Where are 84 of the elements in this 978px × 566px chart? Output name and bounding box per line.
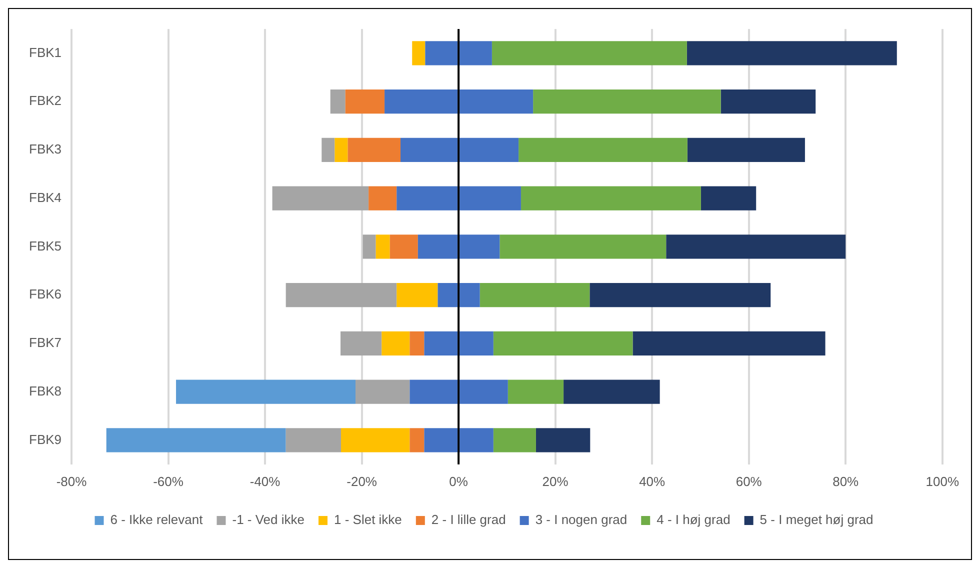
bar (410, 331, 424, 356)
bar (520, 186, 701, 210)
bar (418, 234, 458, 259)
bar (330, 89, 346, 114)
bar (424, 428, 458, 452)
bar (564, 380, 660, 404)
x-tick-label: 20% (542, 474, 569, 489)
bar (536, 428, 590, 452)
bar (368, 186, 397, 210)
bar (382, 331, 410, 356)
legend-label: 5 - I meget høj grad (760, 512, 874, 528)
bar (493, 331, 633, 356)
bar (340, 331, 382, 356)
bar (376, 234, 390, 259)
y-tick-label: FBK9 (28, 432, 62, 447)
bar (460, 380, 508, 404)
x-tick-label: -80% (56, 474, 88, 489)
bar (334, 138, 348, 162)
bar (322, 138, 335, 162)
bar (362, 234, 376, 259)
bar (590, 282, 771, 308)
bar (425, 41, 458, 66)
legend-label: 6 - Ikke relevant (110, 512, 204, 528)
y-tick-label: FBK6 (28, 286, 62, 302)
y-tick-label: FBK8 (28, 383, 62, 398)
bar (686, 41, 897, 66)
bar (438, 282, 458, 308)
x-tick-label: -40% (250, 474, 281, 489)
legend-label: 1 - Slet ikke (334, 512, 402, 528)
bar (356, 380, 410, 404)
bar (390, 234, 418, 259)
bar (460, 234, 500, 259)
legend-label: 4 - I høj grad (656, 512, 730, 528)
bar (460, 138, 519, 162)
x-tick-label: 80% (832, 474, 860, 489)
x-tick-label: 0% (449, 474, 468, 489)
bar (533, 89, 721, 114)
y-tick-label: FBK7 (28, 335, 62, 350)
bar (700, 186, 756, 210)
bar (384, 89, 458, 114)
bar (272, 186, 369, 210)
bar (492, 41, 687, 66)
bar (460, 186, 521, 210)
bar (410, 380, 458, 404)
bar (460, 282, 480, 308)
x-tick-label: 40% (639, 474, 666, 489)
bar (500, 234, 666, 259)
bar (460, 331, 494, 356)
bar (286, 428, 341, 452)
bar (720, 89, 816, 114)
bar (286, 282, 397, 308)
y-tick-label: FBK1 (28, 44, 62, 60)
legend-label: 3 - I nogen grad (535, 512, 628, 528)
bar (348, 138, 401, 162)
bar (345, 89, 385, 114)
legend-label: 2 - I lille grad (431, 512, 506, 528)
bar (518, 138, 688, 162)
bar (412, 41, 426, 66)
y-tick-label: FBK3 (28, 142, 62, 157)
bar (340, 428, 410, 452)
bar (424, 331, 458, 356)
bar (460, 41, 492, 66)
bar (396, 282, 438, 308)
y-tick-label: FBK5 (28, 238, 62, 254)
bar (480, 282, 590, 308)
y-tick-label: FBK2 (28, 93, 62, 108)
bar (106, 428, 286, 452)
legend-label: -1 - Ved ikke (232, 512, 305, 528)
x-tick-label: -20% (346, 474, 378, 489)
bar (666, 234, 846, 259)
bar (493, 428, 536, 452)
bar (176, 380, 356, 404)
bar (396, 186, 458, 210)
bar (632, 331, 826, 356)
bar (508, 380, 564, 404)
bar (687, 138, 805, 162)
bar (460, 89, 534, 114)
bar (400, 138, 458, 162)
bar (460, 428, 494, 452)
y-tick-label: FBK4 (28, 190, 62, 205)
x-tick-label: -60% (153, 474, 184, 489)
x-tick-label: 60% (736, 474, 762, 489)
x-tick-label: 100% (926, 474, 960, 489)
bar (410, 428, 424, 452)
